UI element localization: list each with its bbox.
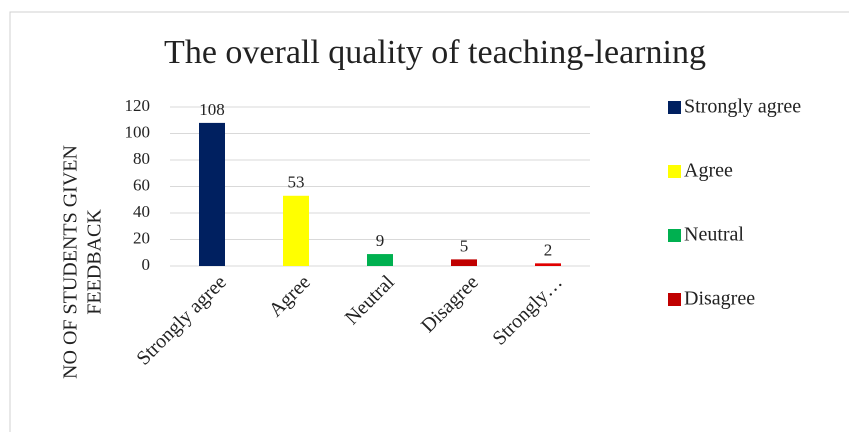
bar: [199, 122, 225, 267]
y-axis-label: FEEDBACK: [84, 209, 106, 315]
legend-label: Disagree: [684, 288, 755, 310]
y-tick-label: 80: [133, 149, 150, 168]
legend-swatch: [668, 293, 681, 306]
legend-swatch: [668, 165, 681, 178]
bar: [535, 263, 561, 266]
y-tick-label: 20: [133, 228, 150, 247]
data-label: 5: [460, 236, 469, 255]
y-tick-label: 0: [142, 255, 151, 274]
y-tick-label: 40: [133, 202, 150, 221]
data-label: 108: [199, 100, 225, 119]
legend-label: Agree: [684, 160, 733, 182]
legend-label: Neutral: [684, 224, 744, 246]
data-label: 2: [544, 240, 553, 259]
y-axis-label: NO OF STUDENTS GIVEN: [60, 145, 82, 379]
chart-frame: [9, 11, 849, 432]
bar: [451, 259, 477, 266]
chart-title: The overall quality of teaching-learning: [164, 34, 706, 71]
data-label: 53: [288, 173, 305, 192]
legend-swatch: [668, 101, 681, 114]
bar: [367, 254, 393, 266]
bar: [283, 195, 309, 266]
y-tick-label: 120: [125, 96, 151, 115]
y-tick-label: 100: [125, 122, 151, 141]
data-label: 9: [376, 231, 385, 250]
legend-swatch: [668, 229, 681, 242]
y-tick-label: 60: [133, 175, 150, 194]
legend-label: Strongly agree: [684, 96, 801, 118]
